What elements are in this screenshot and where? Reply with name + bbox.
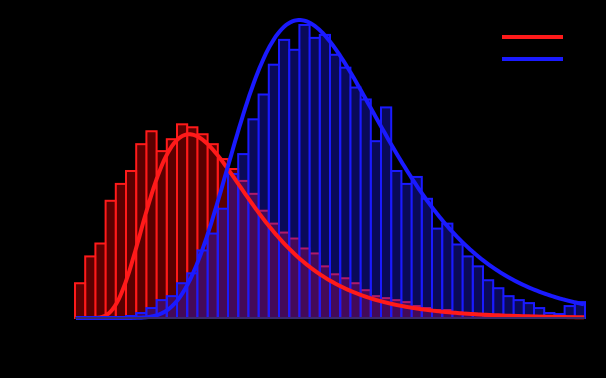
bar	[165, 138, 179, 319]
bar	[400, 182, 413, 319]
bar	[104, 199, 117, 319]
bar	[227, 172, 240, 319]
bar	[247, 118, 260, 319]
bar	[471, 265, 484, 320]
bar	[482, 279, 495, 319]
bar	[410, 175, 423, 319]
plot-area	[74, 18, 586, 320]
bar	[216, 207, 230, 319]
bar	[145, 130, 158, 319]
bar	[329, 53, 342, 320]
bar	[257, 93, 270, 319]
series-1-fit-line	[76, 18, 585, 320]
series-0-fit-line	[76, 132, 585, 320]
bar	[288, 48, 301, 320]
bar	[339, 66, 352, 320]
bar	[451, 243, 464, 320]
bar	[94, 242, 107, 319]
bar	[267, 63, 280, 319]
bar	[308, 36, 321, 319]
bar	[125, 169, 138, 319]
bar	[237, 153, 250, 319]
bar	[74, 282, 87, 320]
bar	[349, 86, 362, 319]
bar	[390, 169, 403, 319]
bar	[84, 255, 97, 320]
bar	[359, 98, 372, 319]
bar	[441, 222, 454, 320]
bar	[206, 232, 219, 320]
bar	[278, 38, 291, 320]
bar	[431, 227, 444, 320]
bar	[369, 140, 382, 319]
legend	[502, 35, 563, 61]
bar	[298, 23, 311, 319]
bar	[461, 255, 474, 320]
bar	[420, 197, 433, 319]
